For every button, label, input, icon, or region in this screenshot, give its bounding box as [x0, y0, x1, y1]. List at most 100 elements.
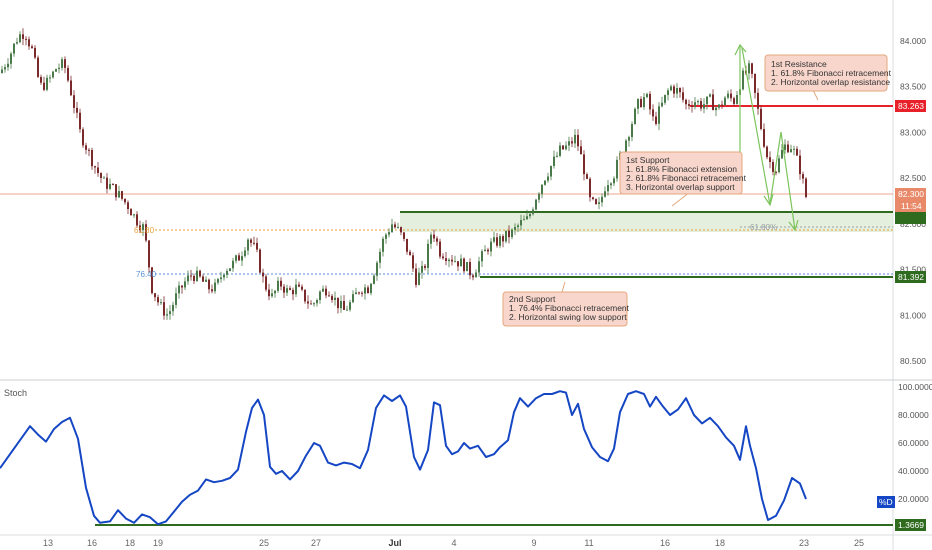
- candle-body: [781, 150, 783, 159]
- candle-body: [742, 70, 744, 90]
- candle-body: [13, 43, 15, 54]
- candle-body: [640, 99, 642, 108]
- support2-annotation[interactable]: 2nd Support 1. 76.4% Fibonacci retraceme…: [502, 291, 630, 327]
- candle-body: [385, 234, 387, 239]
- candle-body: [100, 173, 102, 178]
- candle-body: [751, 63, 753, 74]
- candle-body: [160, 302, 162, 304]
- candle-body: [355, 292, 357, 295]
- candle-body: [694, 102, 696, 107]
- candle-body: [232, 260, 234, 269]
- stoch-series-badge: %D: [877, 496, 895, 508]
- stoch-axis: 100.0000 80.0000 60.0000 40.0000 20.0000: [898, 382, 932, 504]
- candle-body: [151, 267, 153, 294]
- candle-body: [256, 242, 258, 250]
- candle-body: [214, 282, 216, 292]
- candle-body: [121, 191, 123, 199]
- candle-body: [64, 59, 66, 68]
- candle-body: [148, 240, 150, 268]
- candle-body: [535, 199, 537, 210]
- candle-body: [634, 108, 636, 124]
- candle-body: [271, 293, 273, 297]
- candle-body: [793, 148, 795, 150]
- support1-annotation[interactable]: 1st Support 1. 61.8% Fibonacci extension…: [619, 151, 747, 195]
- candle-body: [154, 293, 156, 298]
- support2-annotation-box: [502, 291, 628, 327]
- price-tick-label: 81.500: [900, 265, 926, 275]
- candle-body: [205, 279, 207, 282]
- candle-body: [628, 137, 630, 141]
- candle-body: [631, 124, 633, 138]
- candle-body: [400, 227, 402, 233]
- candle-body: [31, 46, 33, 48]
- support1-annotation-box: [619, 151, 743, 195]
- candle-body: [373, 275, 375, 284]
- candle-body: [10, 53, 12, 64]
- candle-body: [754, 73, 756, 93]
- support1-badge: [895, 212, 926, 224]
- candle-body: [721, 104, 723, 106]
- candle-body: [670, 86, 672, 91]
- resistance-annotation[interactable]: 1st Resistance 1. 61.8% Fibonacci retrac…: [764, 54, 892, 92]
- price-tick-label: 83.500: [900, 82, 926, 92]
- candle-body: [388, 232, 390, 235]
- fib-764-left-label: 76.40: [136, 270, 157, 279]
- candlestick-series: [1, 28, 807, 320]
- candle-body: [688, 104, 690, 106]
- candle-body: [655, 116, 657, 124]
- candle-body: [19, 34, 21, 43]
- candle-body: [343, 301, 345, 310]
- candle-body: [238, 255, 240, 261]
- candle-body: [184, 281, 186, 288]
- candle-body: [325, 288, 327, 296]
- candle-body: [736, 95, 738, 104]
- support2-annotation-title: 2nd Support: [509, 294, 556, 304]
- date-tick-label: 9: [531, 538, 536, 548]
- candle-body: [250, 239, 252, 243]
- candle-body: [532, 209, 534, 214]
- resistance-annotation-line1: 1. 61.8% Fibonacci retracement: [771, 68, 892, 78]
- candle-body: [229, 268, 231, 271]
- candle-body: [592, 197, 594, 199]
- candle-body: [91, 150, 93, 167]
- candle-body: [556, 155, 558, 157]
- candle-body: [445, 258, 447, 261]
- stoch-tick-label: 80.0000: [898, 410, 929, 420]
- candle-body: [82, 129, 84, 146]
- candle-body: [103, 177, 105, 179]
- arrow-up-head: [734, 43, 747, 56]
- svg-text:11:54: 11:54: [901, 201, 922, 211]
- candle-body: [520, 220, 522, 226]
- candle-body: [568, 141, 570, 146]
- candle-body: [433, 234, 435, 239]
- candle-body: [478, 261, 480, 273]
- candle-body: [436, 238, 438, 242]
- support2-annotation-line1: 1. 76.4% Fibonacci retracement: [509, 303, 630, 313]
- stoch-label: Stoch: [4, 388, 27, 398]
- candle-body: [370, 283, 372, 294]
- candle-body: [286, 288, 288, 293]
- candle-body: [124, 198, 126, 203]
- candle-body: [40, 77, 42, 83]
- candle-body: [73, 95, 75, 108]
- candle-body: [55, 69, 57, 72]
- candle-body: [352, 294, 354, 303]
- candle-body: [37, 57, 39, 77]
- candle-body: [193, 276, 195, 281]
- candle-body: [226, 271, 228, 275]
- candle-body: [454, 261, 456, 263]
- candle-body: [682, 92, 684, 100]
- candle-body: [430, 234, 432, 244]
- candle-body: [190, 275, 192, 277]
- candle-body: [115, 184, 117, 198]
- candle-body: [457, 261, 459, 267]
- arrow-down-head-1: [763, 193, 774, 207]
- candle-body: [298, 284, 300, 287]
- candle-body: [583, 154, 585, 175]
- candle-body: [337, 297, 339, 309]
- candle-body: [394, 224, 396, 228]
- candle-body: [805, 178, 807, 197]
- candle-body: [763, 129, 765, 147]
- candle-body: [307, 301, 309, 304]
